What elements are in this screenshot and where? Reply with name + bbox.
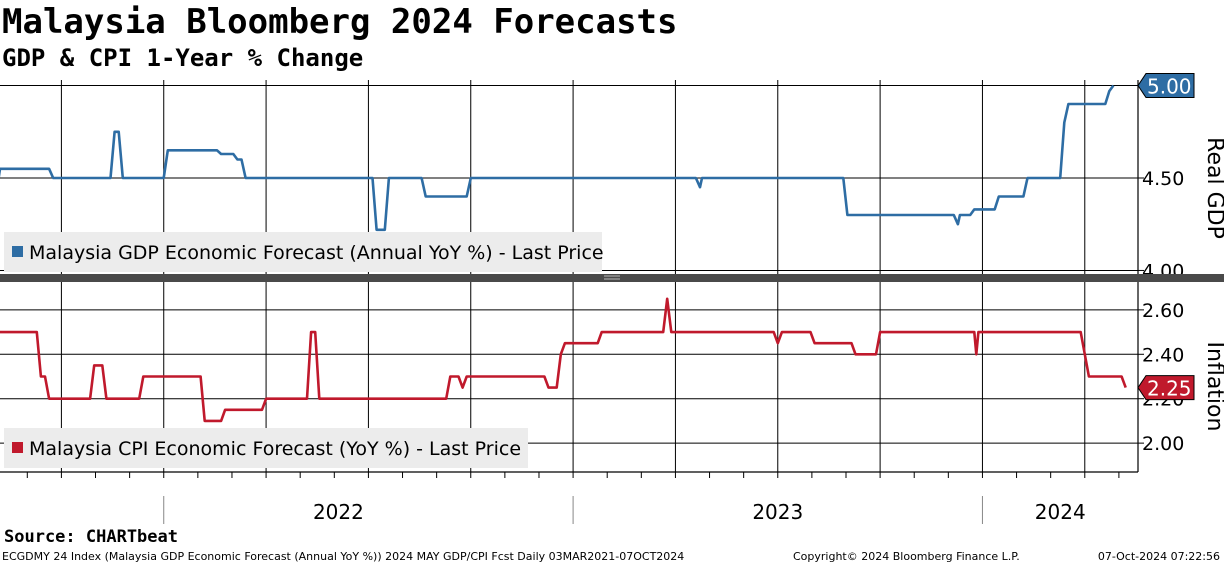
gdp-axis-title: Real GDP [1202, 137, 1224, 239]
cpi-series-line [0, 297, 1127, 423]
x-year-label: 2022 [313, 500, 364, 524]
x-year-label: 2024 [1035, 500, 1086, 524]
cpi-last-value-label: 2.25 [1147, 377, 1192, 401]
gdp-legend-label: Malaysia GDP Economic Forecast (Annual Y… [29, 242, 604, 264]
gdp-legend-swatch [12, 246, 23, 257]
gdp-series-line [0, 84, 1115, 232]
chart-title: Malaysia Bloomberg 2024 Forecasts [2, 2, 678, 42]
cpi-legend-box [4, 428, 528, 468]
gdp-last-value-label: 5.00 [1147, 75, 1192, 99]
cpi-legend-swatch [12, 442, 23, 453]
x-year-label: 2023 [752, 500, 803, 524]
panel-separator [0, 274, 1224, 282]
footer-copyright: Copyright© 2024 Bloomberg Finance L.P. [793, 550, 1020, 563]
footer-timestamp: 07-Oct-2024 07:22:56 [1097, 550, 1220, 563]
source-note: Source: CHARTbeat [4, 527, 178, 547]
cpi-ytick-label: 2.00 [1142, 433, 1184, 455]
cpi-legend-label: Malaysia CPI Economic Forecast (YoY %) -… [29, 438, 521, 460]
gdp-legend-box [4, 232, 602, 272]
cpi-axis-title: Inflation [1202, 342, 1224, 432]
gdp-ytick-label: 4.50 [1142, 168, 1184, 190]
cpi-last-value-badge [1137, 375, 1195, 401]
chart-subtitle: GDP & CPI 1-Year % Change [2, 44, 364, 72]
footer-index-info: ECGDMY 24 Index (Malaysia GDP Economic F… [2, 550, 685, 563]
gdp-last-value-badge [1137, 73, 1195, 99]
cpi-ytick-label: 2.40 [1142, 344, 1184, 366]
cpi-ytick-label: 2.60 [1142, 300, 1184, 322]
